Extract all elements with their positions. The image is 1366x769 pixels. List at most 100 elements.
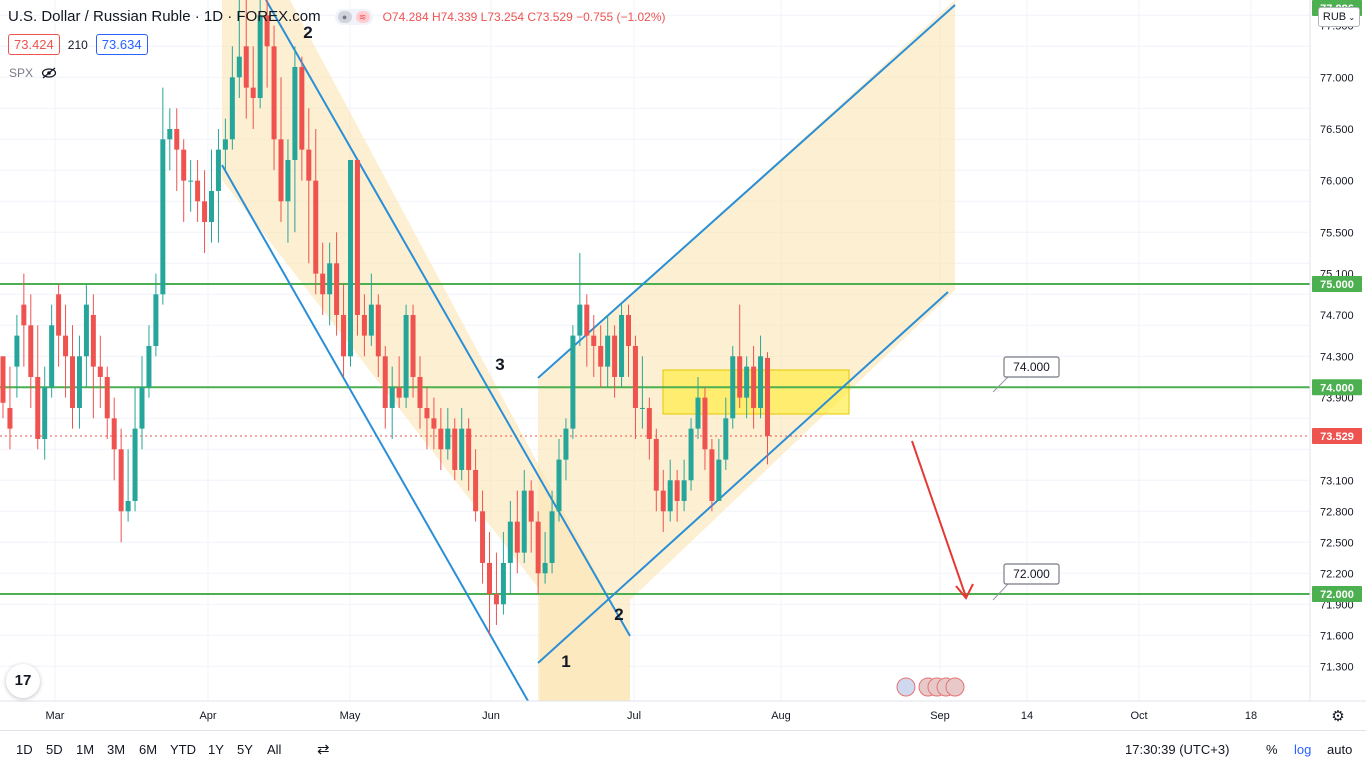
- candle-body: [361, 314, 367, 336]
- x-tick-label: 18: [1245, 710, 1257, 722]
- candle-body: [681, 480, 687, 501]
- status-pill[interactable]: ● ≋: [334, 8, 373, 25]
- candle-body: [348, 159, 353, 357]
- candle-body: [14, 335, 20, 367]
- candle-body: [21, 304, 27, 326]
- symbol-title[interactable]: U.S. Dollar / Russian Ruble · 1D · FOREX…: [8, 8, 321, 25]
- x-tick-label: Apr: [199, 710, 216, 722]
- callout-box: [1003, 356, 1060, 378]
- y-tick-label: 71.300: [1320, 661, 1354, 673]
- candle-body: [653, 438, 659, 491]
- candle-body: [299, 66, 305, 150]
- eye-hidden-icon[interactable]: [41, 67, 57, 79]
- candle-body: [118, 449, 124, 512]
- tf-1d[interactable]: 1D: [16, 742, 33, 757]
- candle-body: [229, 77, 235, 140]
- indicator-legend: SPX: [9, 66, 57, 80]
- clock[interactable]: 17:30:39 (UTC+3): [1125, 742, 1230, 757]
- date-range-icon[interactable]: ⇄: [317, 741, 330, 758]
- currency-label: RUB: [1322, 11, 1347, 23]
- candle-body: [222, 139, 228, 150]
- y-tick-label: 75.500: [1320, 227, 1354, 239]
- candle-body: [514, 521, 520, 553]
- candle-body: [459, 428, 465, 470]
- candle-body: [320, 273, 326, 295]
- candle-body: [417, 376, 423, 408]
- candle-body: [49, 325, 55, 388]
- tradingview-logo-icon[interactable]: 17: [6, 664, 40, 698]
- y-tick-label: 71.600: [1320, 630, 1354, 642]
- candle-body: [56, 294, 62, 336]
- tf-ytd[interactable]: YTD: [170, 742, 196, 757]
- candle-body: [188, 180, 194, 182]
- tf-1y[interactable]: 1Y: [208, 742, 224, 757]
- candle-body: [42, 387, 48, 439]
- candle-body: [35, 376, 41, 439]
- currency-select[interactable]: RUB ⌄: [1318, 7, 1360, 27]
- price-label: 73.529: [1320, 431, 1354, 443]
- candle-body: [83, 304, 89, 357]
- y-tick-label: 72.800: [1320, 506, 1354, 518]
- y-tick-label: 74.300: [1320, 351, 1354, 363]
- tf-6m[interactable]: 6M: [139, 742, 158, 757]
- settings-gear-icon[interactable]: ⚙: [1331, 707, 1344, 725]
- sell-button[interactable]: 73.424: [8, 34, 60, 55]
- y-tick-label: 76.500: [1320, 124, 1354, 136]
- candle-body: [466, 428, 472, 470]
- candle-body: [507, 521, 513, 563]
- candle-body: [737, 356, 743, 398]
- percent-toggle[interactable]: %: [1266, 742, 1278, 757]
- candle-body: [716, 459, 722, 501]
- wave-label: 2: [614, 605, 623, 624]
- candle-body: [327, 263, 333, 295]
- tf-1m[interactable]: 1M: [76, 742, 95, 757]
- candle-body: [660, 490, 666, 512]
- candle-body: [209, 190, 214, 222]
- candle-body: [146, 345, 152, 388]
- candle-body: [354, 159, 360, 315]
- candle-body: [104, 376, 110, 419]
- price-label-bg: [1312, 379, 1362, 396]
- candle-body: [723, 418, 729, 460]
- trend-line: [537, 291, 949, 664]
- buy-button[interactable]: 73.634: [95, 34, 148, 55]
- tf-all[interactable]: All: [267, 742, 282, 757]
- price-label-bg: [1312, 275, 1362, 292]
- log-toggle[interactable]: log: [1294, 742, 1312, 757]
- x-tick-label: Sep: [930, 710, 950, 722]
- candle-body: [591, 335, 597, 346]
- candle-body: [438, 428, 444, 450]
- candle-body: [195, 180, 201, 202]
- candle-body: [202, 201, 208, 222]
- candle-body: [730, 356, 736, 419]
- x-tick-label: Aug: [771, 710, 791, 722]
- candle-body: [563, 428, 569, 460]
- x-tick-label: 14: [1021, 710, 1033, 722]
- price-label-bg: [1312, 427, 1362, 444]
- callout-pointer: [992, 583, 1009, 601]
- candle-body: [639, 407, 645, 409]
- y-tick-label: 77.000: [1320, 72, 1354, 84]
- tf-3m[interactable]: 3M: [107, 742, 126, 757]
- wave-label: 1: [561, 652, 570, 671]
- candle-body: [570, 335, 576, 429]
- auto-toggle[interactable]: auto: [1327, 742, 1353, 757]
- delay-icon: ≋: [355, 10, 370, 23]
- tf-5d[interactable]: 5D: [46, 742, 63, 757]
- ohlc-values: O74.284 H74.339 L73.254 C73.529 −0.755 (…: [382, 9, 666, 24]
- tf-5y[interactable]: 5Y: [237, 742, 253, 757]
- x-tick-label: Oct: [1130, 710, 1147, 722]
- candle-body: [97, 366, 103, 377]
- y-tick-label: 72.500: [1320, 537, 1354, 549]
- candle-body: [410, 314, 416, 377]
- candle-body: [473, 469, 479, 512]
- candle-body: [111, 418, 117, 450]
- candle-body: [334, 263, 340, 315]
- bottom-toolbar: 1D 5D 1M 3M 6M YTD 1Y 5Y All ⇄ 17:30:39 …: [0, 730, 1366, 769]
- callout-label: 72.000: [1013, 567, 1050, 581]
- candle-body: [556, 459, 562, 512]
- candle-body: [125, 500, 131, 512]
- candle-body: [139, 387, 145, 429]
- candle-body: [313, 180, 319, 274]
